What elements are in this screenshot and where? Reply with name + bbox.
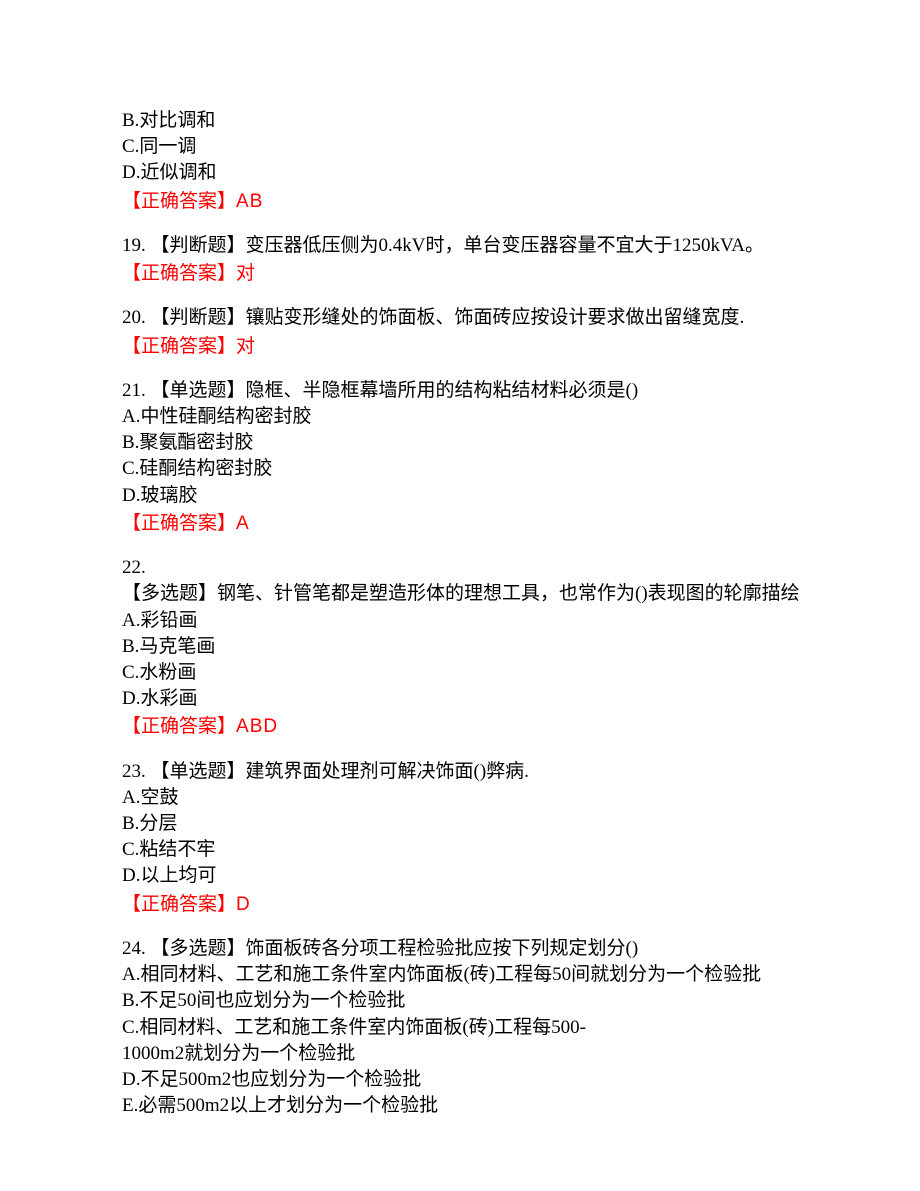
q22-option-a: A.彩铅画 (122, 608, 802, 634)
q24-option-e: E.必需500m2以上才划分为一个检验批 (122, 1093, 802, 1119)
question-24: 24. 【多选题】饰面板砖各分项工程检验批应按下列规定划分() A.相同材料、工… (122, 936, 802, 1120)
q22-option-d: D.水彩画 (122, 686, 802, 712)
q24-option-d: D.不足500m2也应划分为一个检验批 (122, 1067, 802, 1093)
q23-answer: 【正确答案】D (122, 892, 802, 918)
q21-option-b: B.聚氨酯密封胶 (122, 430, 802, 456)
q23-option-a: A.空鼓 (122, 785, 802, 811)
question-23: 23. 【单选题】建筑界面处理剂可解决饰面()弊病. A.空鼓 B.分层 C.粘… (122, 759, 802, 918)
q22-answer-value: ABD (236, 716, 278, 737)
q23-option-c: C.粘结不牢 (122, 837, 802, 863)
q23-option-b: B.分层 (122, 811, 802, 837)
question-22: 22. 【多选题】钢笔、针管笔都是塑造形体的理想工具，也常作为()表现图的轮廓描… (122, 555, 802, 741)
q20-text: 20. 【判断题】镶贴变形缝处的饰面板、饰面砖应按设计要求做出留缝宽度. (122, 305, 802, 331)
q24-option-c-line2: 1000m2就划分为一个检验批 (122, 1041, 802, 1067)
answer-label: 【正确答案】 (122, 716, 236, 737)
q18-option-d: D.近似调和 (122, 160, 802, 186)
answer-label: 【正确答案】 (122, 336, 236, 357)
q19-answer: 【正确答案】对 (122, 261, 802, 287)
q21-text: 21. 【单选题】隐框、半隐框幕墙所用的结构粘结材料必须是() (122, 378, 802, 404)
q18-answer-value: AB (236, 191, 263, 212)
question-21: 21. 【单选题】隐框、半隐框幕墙所用的结构粘结材料必须是() A.中性硅酮结构… (122, 378, 802, 537)
q24-option-c-line1: C.相同材料、工艺和施工条件室内饰面板(砖)工程每500- (122, 1015, 802, 1041)
q23-option-d: D.以上均可 (122, 863, 802, 889)
question-20: 20. 【判断题】镶贴变形缝处的饰面板、饰面砖应按设计要求做出留缝宽度. 【正确… (122, 305, 802, 359)
q21-option-c: C.硅酮结构密封胶 (122, 456, 802, 482)
answer-label: 【正确答案】 (122, 894, 236, 915)
q23-text: 23. 【单选题】建筑界面处理剂可解决饰面()弊病. (122, 759, 802, 785)
q18-option-b: B.对比调和 (122, 108, 802, 134)
q22-text: 【多选题】钢笔、针管笔都是塑造形体的理想工具，也常作为()表现图的轮廓描绘 (122, 581, 802, 607)
q22-option-b: B.马克笔画 (122, 634, 802, 660)
q19-answer-value: 对 (236, 263, 256, 284)
q19-text: 19. 【判断题】变压器低压侧为0.4kV时，单台变压器容量不宜大于1250kV… (122, 233, 802, 259)
q21-answer-value: A (236, 513, 250, 534)
q24-text: 24. 【多选题】饰面板砖各分项工程检验批应按下列规定划分() (122, 936, 802, 962)
q18-option-c: C.同一调 (122, 134, 802, 160)
answer-label: 【正确答案】 (122, 513, 236, 534)
question-18-partial: B.对比调和 C.同一调 D.近似调和 【正确答案】AB (122, 108, 802, 215)
question-19: 19. 【判断题】变压器低压侧为0.4kV时，单台变压器容量不宜大于1250kV… (122, 233, 802, 287)
q20-answer-value: 对 (236, 336, 256, 357)
q22-answer: 【正确答案】ABD (122, 714, 802, 740)
answer-label: 【正确答案】 (122, 191, 236, 212)
q20-answer: 【正确答案】对 (122, 334, 802, 360)
q24-option-a: A.相同材料、工艺和施工条件室内饰面板(砖)工程每50间就划分为一个检验批 (122, 962, 802, 988)
q22-option-c: C.水粉画 (122, 660, 802, 686)
q18-answer: 【正确答案】AB (122, 189, 802, 215)
q21-option-a: A.中性硅酮结构密封胶 (122, 404, 802, 430)
q23-answer-value: D (236, 894, 251, 915)
answer-label: 【正确答案】 (122, 263, 236, 284)
q21-option-d: D.玻璃胶 (122, 483, 802, 509)
q24-option-b: B.不足50间也应划分为一个检验批 (122, 988, 802, 1014)
q21-answer: 【正确答案】A (122, 511, 802, 537)
q22-number: 22. (122, 555, 802, 581)
